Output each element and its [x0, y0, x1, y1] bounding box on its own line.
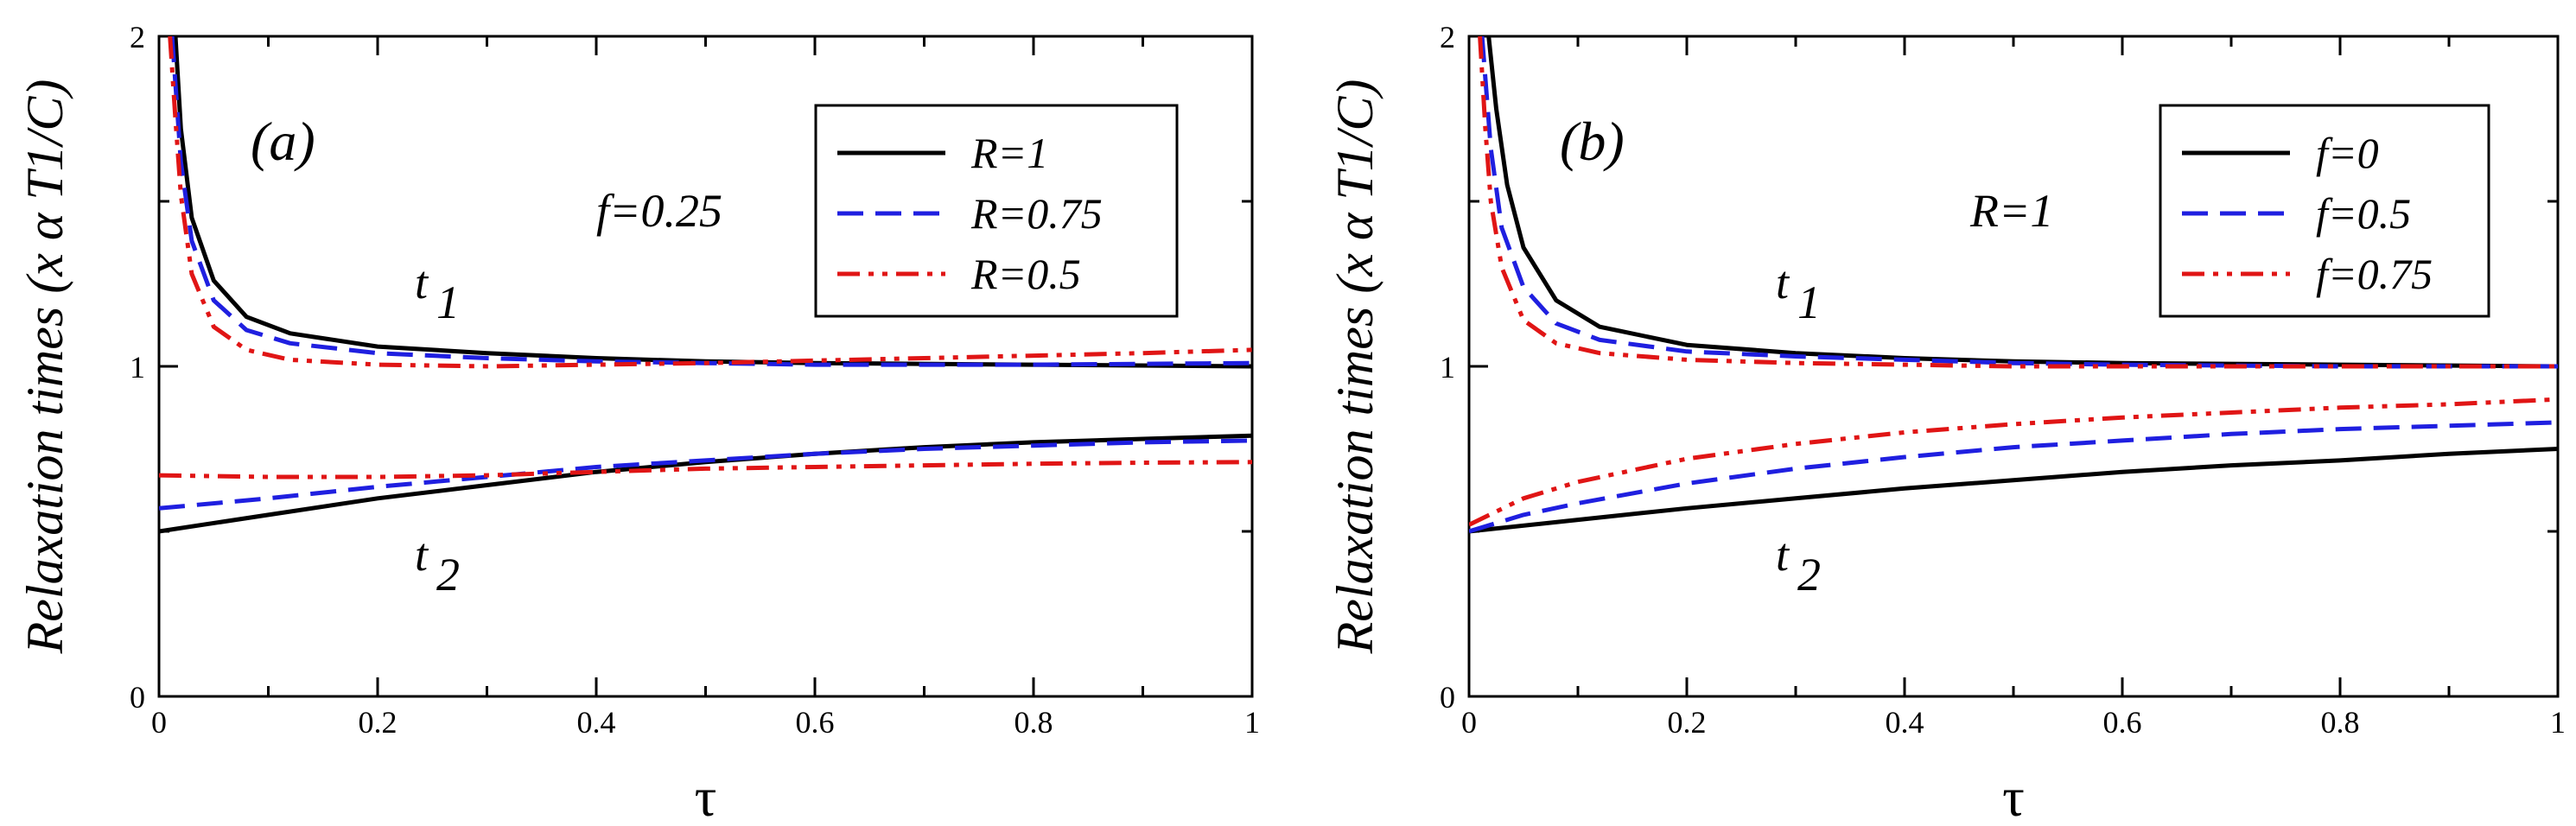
t1-subscript: 1 [1797, 276, 1821, 328]
x-axis-title: τ [2002, 766, 2025, 826]
x-tick-label: 0.2 [359, 705, 398, 740]
t1-annotation: t [1776, 257, 1790, 308]
legend-label: R=0.5 [970, 250, 1081, 298]
x-tick-label: 0.8 [2321, 705, 2360, 740]
series-line-t1 [1478, 36, 2558, 369]
x-tick-label: 0.8 [1014, 705, 1053, 740]
x-tick-label: 0.2 [1668, 705, 1707, 740]
series-line-t1 [168, 36, 1252, 369]
t1-subscript: 1 [436, 276, 460, 328]
y-axis-title: Relaxation times (x α T1/C) [16, 79, 73, 655]
legend: f=0 f=0.5 f=0.75 [2159, 104, 2490, 318]
legend-label: f=0.5 [2316, 189, 2411, 238]
series-line-t2 [159, 433, 1252, 534]
legend-box [2159, 104, 2490, 318]
legend-label: R=0.75 [970, 189, 1103, 238]
x-tick-label: 1 [1244, 705, 1260, 740]
legend-box [814, 104, 1179, 318]
x-tick-label: 1 [2550, 705, 2566, 740]
x-tick-label: 0.6 [796, 705, 835, 740]
t2-annotation: t [415, 529, 429, 581]
series-line-t2 [159, 460, 1252, 480]
parameter-annotation: R=1 [1969, 185, 2053, 237]
legend-label: f=0.75 [2316, 250, 2433, 298]
series-line-t2 [1469, 447, 2558, 534]
y-tick-label: 0 [130, 680, 145, 715]
t2-annotation: t [1776, 529, 1790, 581]
y-axis-title: Relaxation times (x α T1/C) [1326, 79, 1383, 655]
parameter-annotation: f=0.25 [596, 185, 722, 237]
y-tick-label: 0 [1440, 680, 1455, 715]
y-tick-label: 1 [1440, 350, 1455, 384]
x-tick-label: 0.6 [2103, 705, 2142, 740]
legend: R=1 R=0.75 R=0.5 [814, 104, 1179, 318]
x-tick-label: 0 [1461, 705, 1477, 740]
chart-panel-a: 0 0.2 0.4 0.6 0.8 1 0 1 2 τ Relaxation times (x α … [16, 20, 1260, 826]
legend-label: f=0 [2316, 129, 2379, 177]
x-axis-title: τ [695, 766, 717, 826]
x-tick-label: 0.4 [1886, 705, 1924, 740]
x-tick-label: 0.4 [577, 705, 616, 740]
series-line-t2 [1469, 420, 2558, 534]
series-line-t2 [1469, 397, 2558, 527]
x-tick-label: 0 [151, 705, 167, 740]
curves [159, 36, 1252, 534]
curves [1469, 36, 2558, 534]
t2-subscript: 2 [1797, 549, 1821, 600]
t2-subscript: 2 [436, 549, 460, 600]
panel-label: (a) [251, 111, 315, 172]
y-tick-label: 2 [1440, 20, 1455, 54]
y-tick-label: 2 [130, 20, 145, 54]
series-line-t1 [169, 36, 1252, 367]
panel-label: (b) [1560, 111, 1625, 172]
chart-panel-b: 0 0.2 0.4 0.6 0.8 1 0 1 2 τ Relaxation times (x α … [1326, 20, 2566, 826]
y-tick-label: 1 [130, 350, 145, 384]
t1-annotation: t [415, 257, 429, 308]
series-line-t2 [159, 438, 1252, 511]
legend-label: R=1 [970, 129, 1048, 177]
